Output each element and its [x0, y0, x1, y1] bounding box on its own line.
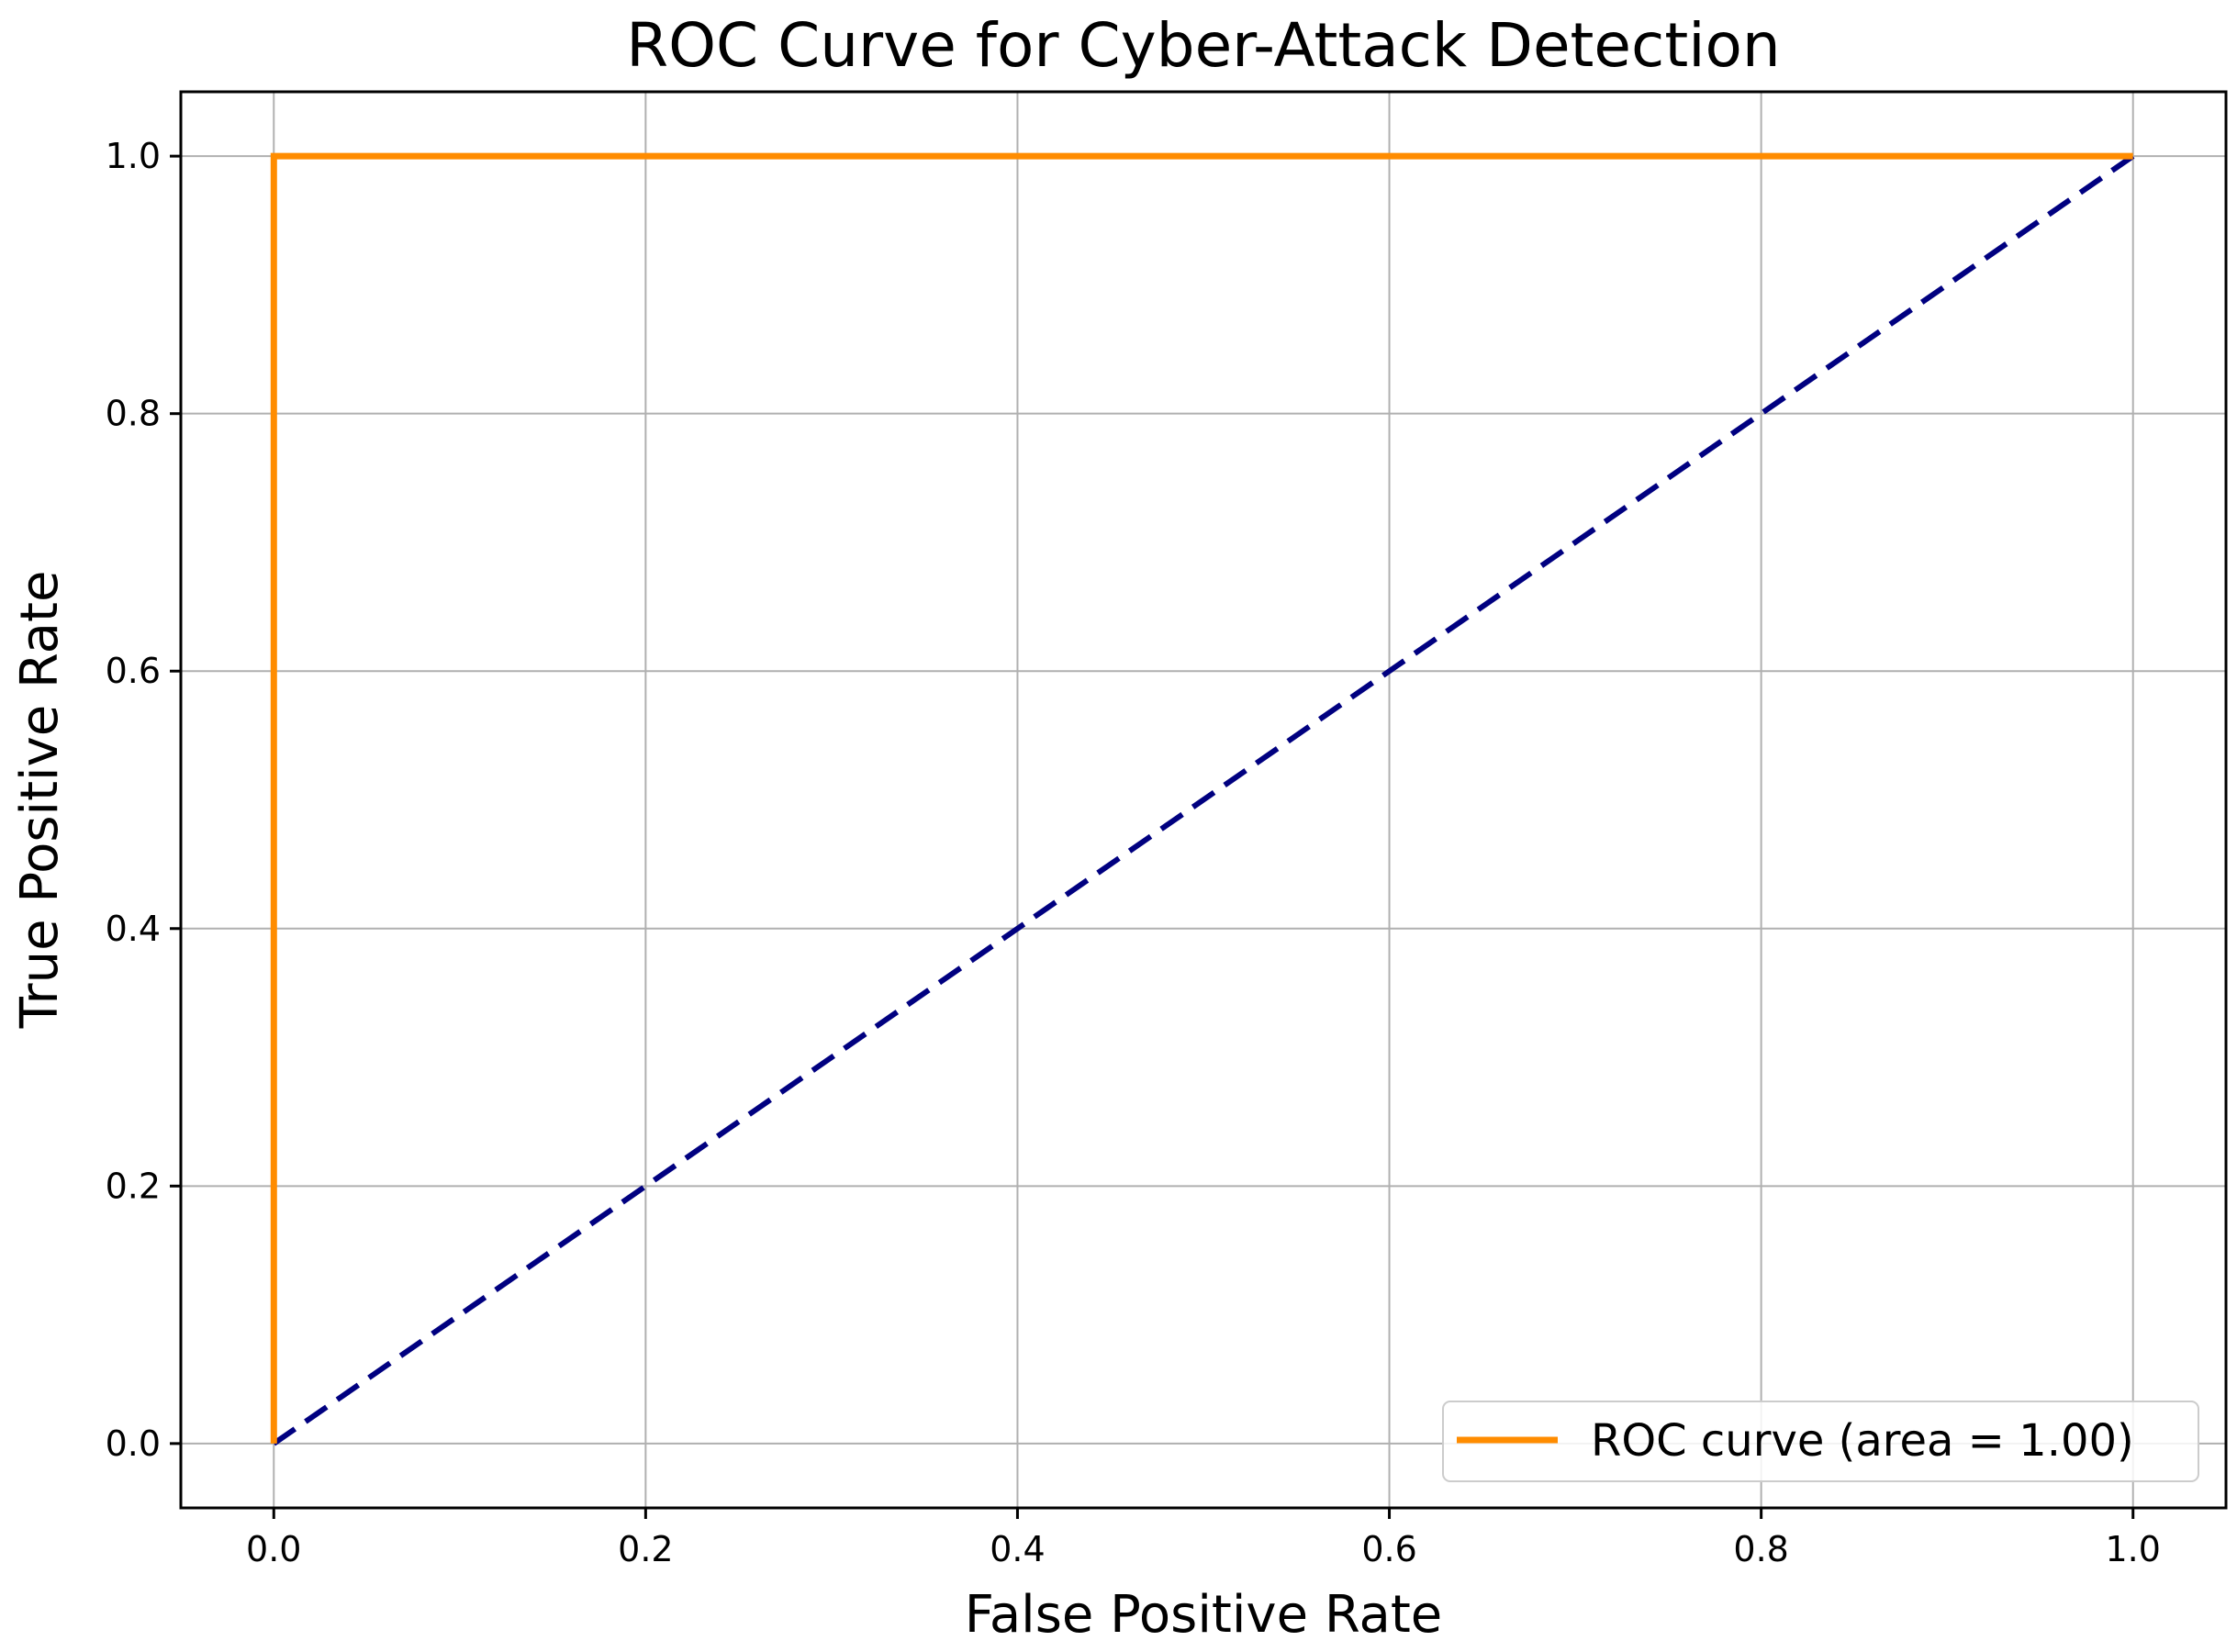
chance-diagonal-line — [272, 153, 2135, 1446]
x-tick-label: 0.4 — [990, 1529, 1045, 1569]
x-tick-label: 0.8 — [1733, 1529, 1788, 1569]
x-tick-label: 0.0 — [246, 1529, 301, 1569]
x-tick-label: 0.6 — [1361, 1529, 1416, 1569]
x-axis-label: False Positive Rate — [965, 1585, 1442, 1645]
x-tick-label: 0.2 — [618, 1529, 673, 1569]
plot-frame — [179, 90, 2228, 1510]
y-axis-label: True Positive Rate — [10, 571, 70, 1030]
y-tick-label: 0.2 — [106, 1166, 161, 1206]
legend: ROC curve (area = 1.00) — [1442, 1401, 2199, 1482]
y-tick-label: 0.8 — [106, 394, 161, 434]
x-tick-label: 1.0 — [2106, 1529, 2161, 1569]
grid — [181, 92, 2226, 1508]
series-layer — [270, 152, 2135, 1446]
ticks: 0.0 0.2 0.4 0.6 0.8 1.0 0.0 0.2 0.4 0.6 0.8 1.0 — [106, 136, 2161, 1569]
y-tick-label: 0.4 — [106, 909, 161, 949]
y-tick-label: 1.0 — [106, 136, 161, 176]
roc-curve-line — [270, 152, 2133, 1444]
y-tick-label: 0.6 — [106, 651, 161, 691]
legend-box — [1442, 1401, 2199, 1482]
y-tick-label: 0.0 — [106, 1423, 161, 1464]
legend-label-roc: ROC curve (area = 1.00) — [1591, 1415, 2134, 1467]
chart-title: ROC Curve for Cyber-Attack Detection — [626, 10, 1781, 81]
